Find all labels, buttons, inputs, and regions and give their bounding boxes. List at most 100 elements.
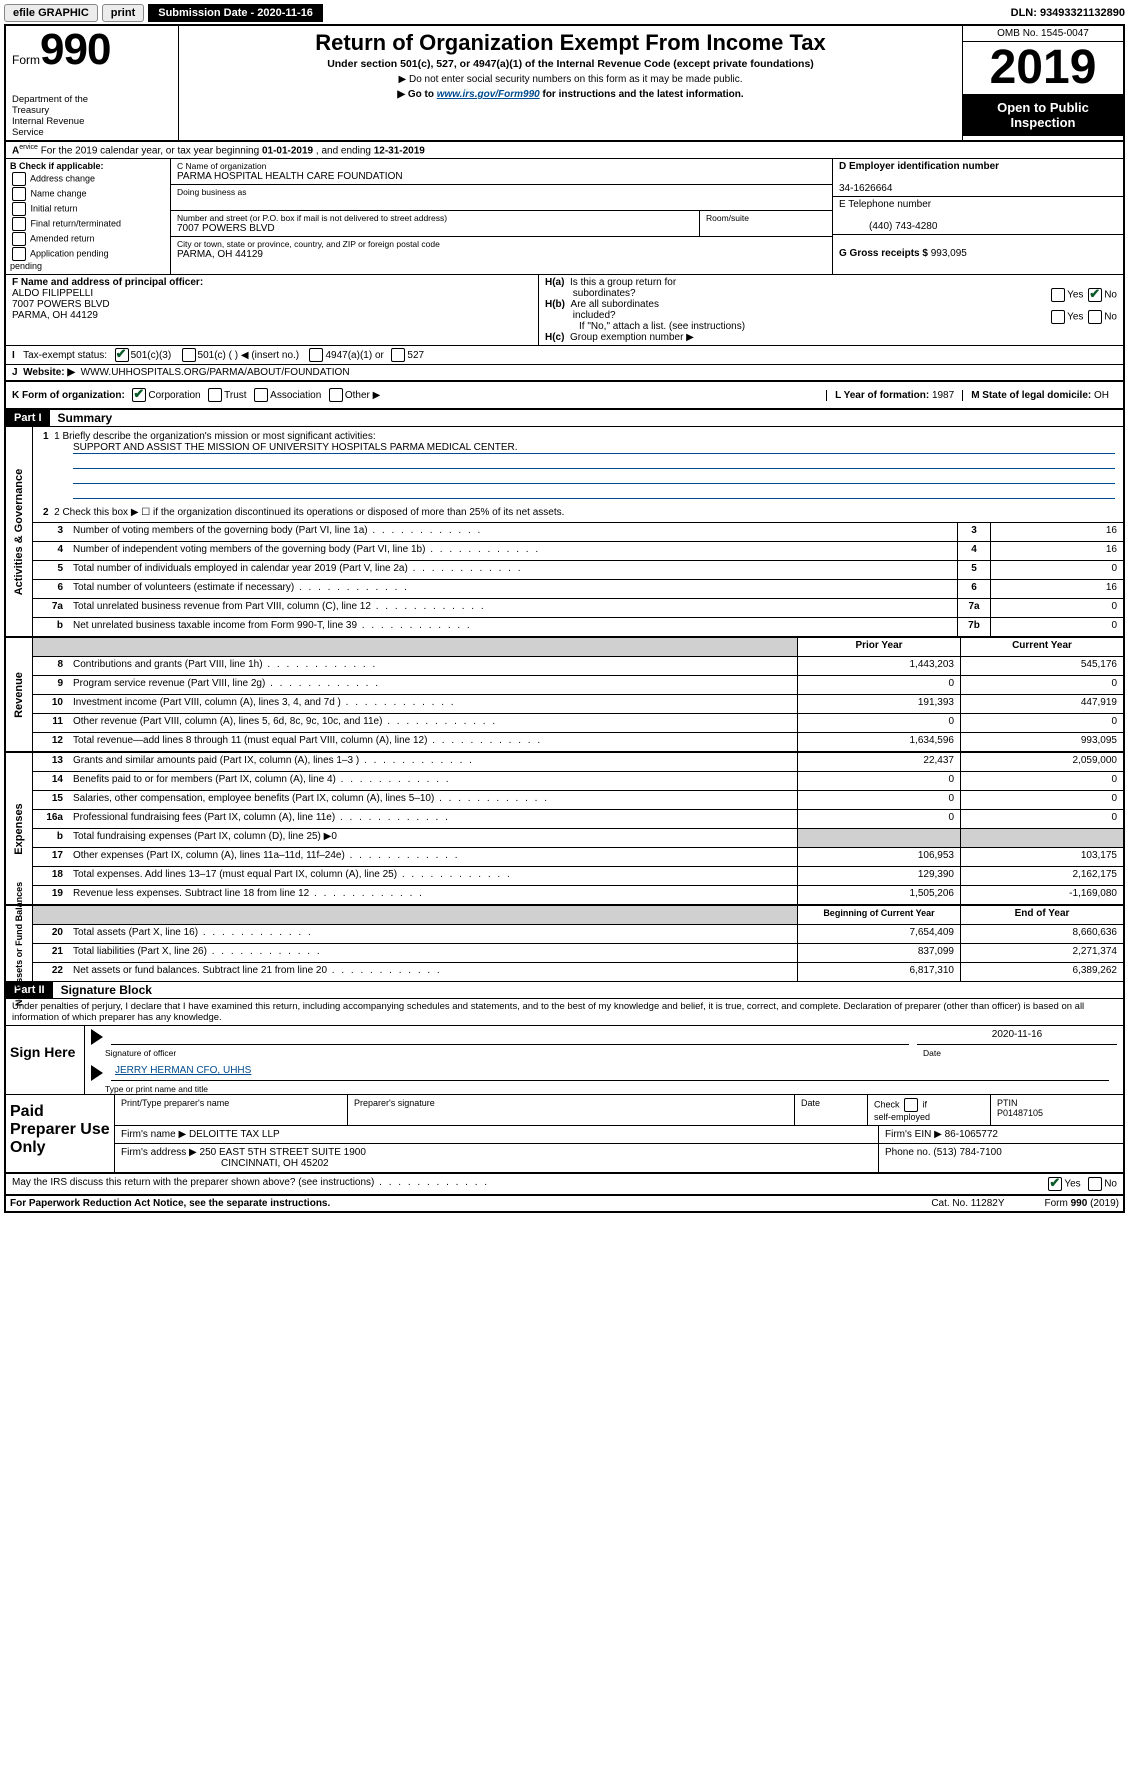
self-employed-check[interactable]: Check ifself-employed <box>868 1095 991 1125</box>
line-2: 2 2 Check this box ▶ ☐ if the organizati… <box>33 503 1123 523</box>
cb-application-pending[interactable]: Application pendingpending <box>10 247 166 271</box>
tax-year: 2019 <box>963 42 1123 94</box>
mission-text: SUPPORT AND ASSIST THE MISSION OF UNIVER… <box>73 442 1115 454</box>
part2-header: Part II Signature Block <box>6 982 1123 999</box>
cb-trust[interactable] <box>208 388 222 402</box>
ptin: P01487105 <box>997 1108 1043 1118</box>
part1-header: Part I Summary <box>6 410 1123 427</box>
cb-501c[interactable] <box>182 348 196 362</box>
footer: For Paperwork Reduction Act Notice, see … <box>6 1196 1123 1211</box>
ein-cell: D Employer identification number 34-1626… <box>833 159 1123 197</box>
header-mid: Return of Organization Exempt From Incom… <box>179 26 962 140</box>
org-street: 7007 POWERS BLVD <box>177 223 693 234</box>
cb-initial-return[interactable]: Initial return <box>10 202 166 216</box>
org-city: PARMA, OH 44129 <box>177 249 826 260</box>
firm-name: DELOITTE TAX LLP <box>189 1129 280 1140</box>
firm-ein: 86-1065772 <box>945 1129 998 1140</box>
firm-phone: (513) 784-7100 <box>933 1147 1001 1158</box>
table-row: 4Number of independent voting members of… <box>33 542 1123 561</box>
efile-label: efile GRAPHIC <box>4 4 98 22</box>
mission-block: 1 1 Briefly describe the organization's … <box>33 427 1123 503</box>
table-row: 15Salaries, other compensation, employee… <box>33 791 1123 810</box>
table-row: bNet unrelated business taxable income f… <box>33 618 1123 636</box>
info-grid: B Check if applicable: Address change Na… <box>6 159 1123 275</box>
header-left: Form990 Department of theTreasuryInterna… <box>6 26 179 140</box>
row-a: Aervice For the 2019 calendar year, or t… <box>6 142 1123 159</box>
firm-addr: 250 EAST 5TH STREET SUITE 1900 <box>200 1147 366 1158</box>
rev-header-row: Prior Year Current Year <box>33 638 1123 657</box>
dln: DLN: 93493321132890 <box>1011 7 1125 19</box>
table-row: 11Other revenue (Part VIII, column (A), … <box>33 714 1123 733</box>
addr-row: Number and street (or P.O. box if mail i… <box>171 211 832 237</box>
table-row: 21Total liabilities (Part X, line 26)837… <box>33 944 1123 963</box>
omb-number: OMB No. 1545-0047 <box>963 26 1123 42</box>
table-row: 8Contributions and grants (Part VIII, li… <box>33 657 1123 676</box>
org-name-cell: C Name of organization PARMA HOSPITAL HE… <box>171 159 832 185</box>
discuss-yes[interactable] <box>1048 1177 1062 1191</box>
discuss-no[interactable] <box>1088 1177 1102 1191</box>
expenses-section: Expenses 13Grants and similar amounts pa… <box>6 753 1123 906</box>
sign-date: 2020-11-16 <box>917 1029 1117 1045</box>
table-row: 6Total number of volunteers (estimate if… <box>33 580 1123 599</box>
row-k: K Form of organization: Corporation Trus… <box>6 382 1123 410</box>
submission-date: Submission Date - 2020-11-16 <box>148 4 323 22</box>
activities-governance: Activities & Governance 1 1 Briefly desc… <box>6 427 1123 638</box>
phone-cell: E Telephone number (440) 743-4280 <box>833 197 1123 235</box>
arrow-icon <box>91 1029 103 1045</box>
table-row: 20Total assets (Part X, line 16)7,654,40… <box>33 925 1123 944</box>
perjury-decl: Under penalties of perjury, I declare th… <box>6 999 1123 1026</box>
table-row: 7aTotal unrelated business revenue from … <box>33 599 1123 618</box>
cb-other[interactable] <box>329 388 343 402</box>
arrow-icon <box>91 1065 103 1081</box>
table-row: 16aProfessional fundraising fees (Part I… <box>33 810 1123 829</box>
table-row: 19Revenue less expenses. Subtract line 1… <box>33 886 1123 904</box>
phone: (440) 743-4280 <box>839 221 937 232</box>
paid-preparer-block: Paid Preparer Use Only Print/Type prepar… <box>6 1095 1123 1174</box>
table-row: 22Net assets or fund balances. Subtract … <box>33 963 1123 981</box>
table-row: 17Other expenses (Part IX, column (A), l… <box>33 848 1123 867</box>
cb-name-change[interactable]: Name change <box>10 187 166 201</box>
ein: 34-1626664 <box>839 183 892 194</box>
gross-receipts: 993,095 <box>931 248 967 259</box>
print-button[interactable]: print <box>102 4 144 22</box>
website-url: WWW.UHHOSPITALS.ORG/PARMA/ABOUT/FOUNDATI… <box>81 367 350 378</box>
dba-cell: Doing business as <box>171 185 832 211</box>
form-subtitle: Under section 501(c), 527, or 4947(a)(1)… <box>189 58 952 70</box>
table-row: 13Grants and similar amounts paid (Part … <box>33 753 1123 772</box>
h-cell: H(a) Is this a group return for subordin… <box>539 275 1123 345</box>
state-domicile: OH <box>1094 390 1109 401</box>
discuss-row: May the IRS discuss this return with the… <box>6 1174 1123 1196</box>
revenue-section: Revenue Prior Year Current Year 8Contrib… <box>6 638 1123 753</box>
cb-amended[interactable]: Amended return <box>10 232 166 246</box>
table-row: 10Investment income (Part VIII, column (… <box>33 695 1123 714</box>
row-j: J Website: ▶ WWW.UHHOSPITALS.ORG/PARMA/A… <box>6 365 1123 382</box>
cb-address-change[interactable]: Address change <box>10 172 166 186</box>
dept-label: Department of theTreasuryInternal Revenu… <box>12 94 172 138</box>
officer-cell: F Name and address of principal officer:… <box>6 275 539 345</box>
officer-sig-name[interactable]: JERRY HERMAN CFO, UHHS <box>115 1065 251 1076</box>
cb-final-return[interactable]: Final return/terminated <box>10 217 166 231</box>
cb-4947[interactable] <box>309 348 323 362</box>
col-c: C Name of organization PARMA HOSPITAL HE… <box>171 159 833 274</box>
table-row: 5Total number of individuals employed in… <box>33 561 1123 580</box>
form-link-line: ▶ Go to www.irs.gov/Form990 for instruct… <box>189 89 952 100</box>
irs-link[interactable]: www.irs.gov/Form990 <box>437 89 540 100</box>
form-note: ▶ Do not enter social security numbers o… <box>189 74 952 85</box>
table-row: 12Total revenue—add lines 8 through 11 (… <box>33 733 1123 751</box>
net-assets-section: Net Assets or Fund Balances Beginning of… <box>6 906 1123 982</box>
table-row: 9Program service revenue (Part VIII, lin… <box>33 676 1123 695</box>
top-bar: efile GRAPHIC print Submission Date - 20… <box>4 4 1125 22</box>
gross-cell: G Gross receipts $ 993,095 <box>833 235 1123 274</box>
cb-501c3[interactable] <box>115 348 129 362</box>
table-row: 3Number of voting members of the governi… <box>33 523 1123 542</box>
table-row: bTotal fundraising expenses (Part IX, co… <box>33 829 1123 848</box>
cb-527[interactable] <box>391 348 405 362</box>
paid-preparer-label: Paid Preparer Use Only <box>6 1095 114 1172</box>
table-row: 14Benefits paid to or for members (Part … <box>33 772 1123 791</box>
cb-corp[interactable] <box>132 388 146 402</box>
cb-assoc[interactable] <box>254 388 268 402</box>
form-container: Form990 Department of theTreasuryInterna… <box>4 24 1125 1213</box>
year-formed: 1987 <box>932 390 954 401</box>
net-header-row: Beginning of Current Year End of Year <box>33 906 1123 925</box>
col-d: D Employer identification number 34-1626… <box>833 159 1123 274</box>
